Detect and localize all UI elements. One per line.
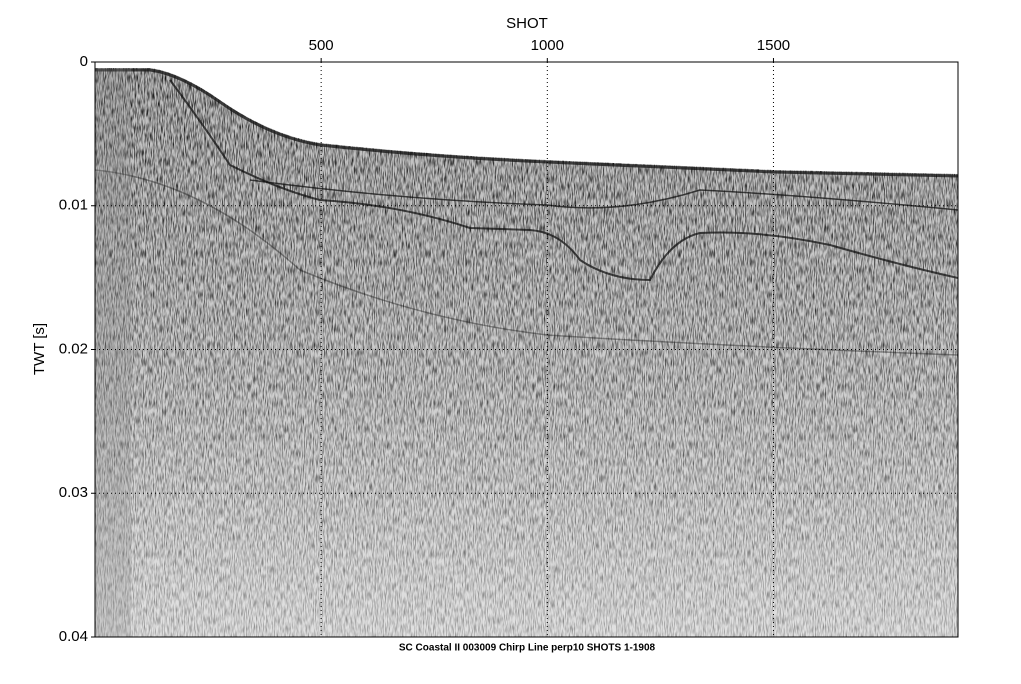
y-axis-label: TWT [s] [31,323,48,375]
y-tick-label: 0.01 [59,197,88,214]
y-tick-label: 0.02 [59,340,88,357]
y-tick-label: 0 [80,53,88,70]
y-tick-label: 0.03 [59,484,88,501]
x-tick-label: 1000 [531,37,564,54]
y-tick-label: 0.04 [59,628,88,645]
chart-title: SC Coastal II 003009 Chirp Line perp10 S… [399,643,656,654]
x-tick-label: 500 [309,37,334,54]
seismic-profile [95,68,958,637]
x-axis-label: SHOT [506,15,548,32]
x-tick-label: 1500 [757,37,790,54]
